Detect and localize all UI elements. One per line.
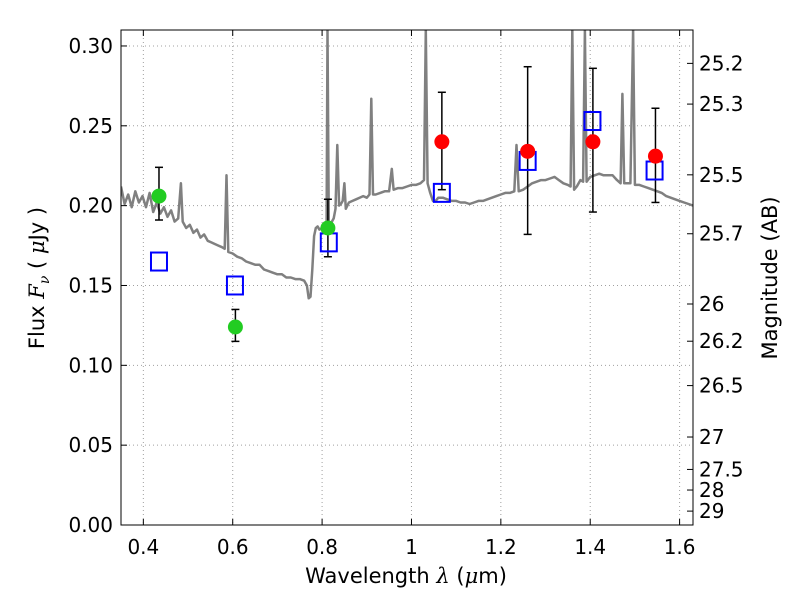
model-photometry-square bbox=[149, 251, 168, 272]
y2-tick-label: 25.5 bbox=[699, 163, 744, 187]
x-tick-label: 1.6 bbox=[664, 535, 696, 559]
x-tick-label: 1.2 bbox=[485, 535, 517, 559]
model-spectrum-line bbox=[121, 30, 693, 300]
y2-tick-label: 28 bbox=[699, 478, 724, 502]
model-photometry-square bbox=[432, 182, 451, 203]
model-photometry-square bbox=[225, 275, 244, 296]
plot-frame bbox=[120, 29, 694, 526]
axis-ticks bbox=[121, 30, 693, 526]
y2-tick-label: 26.2 bbox=[699, 329, 744, 353]
y2-tick-label: 25.7 bbox=[699, 222, 744, 246]
x-tick-label: 0.8 bbox=[306, 535, 338, 559]
y2-tick-label: 27.5 bbox=[699, 457, 744, 481]
y-tick-label: 0.05 bbox=[68, 433, 113, 457]
x-tick-label: 0.4 bbox=[127, 535, 159, 559]
y2-tick-label: 26.5 bbox=[699, 374, 744, 398]
y-tick-label: 0.00 bbox=[68, 513, 113, 537]
observed-point-red bbox=[434, 134, 450, 150]
x-tick-label: 1.4 bbox=[574, 535, 606, 559]
x-tick-label: 0.6 bbox=[217, 535, 249, 559]
y2-tick-label: 27 bbox=[699, 425, 724, 449]
y-axis-label: Flux Fν ( μJy ) bbox=[25, 207, 53, 349]
y-tick-label: 0.10 bbox=[68, 353, 113, 377]
x-tick-label: 1 bbox=[405, 535, 418, 559]
observed-point-red bbox=[647, 148, 663, 164]
plot-background bbox=[121, 30, 693, 525]
observed-points bbox=[151, 134, 663, 335]
observed-point-red bbox=[520, 143, 536, 159]
y-tick-label: 0.15 bbox=[68, 273, 113, 297]
model-photometry-square bbox=[583, 111, 602, 132]
y-tick-label: 0.30 bbox=[68, 34, 113, 58]
x-axis-label: Wavelength λ (μm) bbox=[305, 564, 507, 588]
y2-tick-label: 29 bbox=[699, 499, 724, 523]
y-tick-label: 0.20 bbox=[68, 194, 113, 218]
observed-point-green bbox=[151, 188, 167, 204]
observed-point-green bbox=[320, 220, 336, 236]
y2-tick-label: 25.3 bbox=[699, 92, 744, 116]
y2-axis-label: Magnitude (AB) bbox=[758, 196, 782, 359]
y2-tick-label: 25.2 bbox=[699, 51, 744, 75]
y-tick-label: 0.25 bbox=[68, 114, 113, 138]
y2-tick-label: 26 bbox=[699, 292, 724, 316]
model-spectrum-group bbox=[121, 30, 693, 300]
observed-point-green bbox=[227, 319, 243, 335]
observed-point-red bbox=[585, 134, 601, 150]
